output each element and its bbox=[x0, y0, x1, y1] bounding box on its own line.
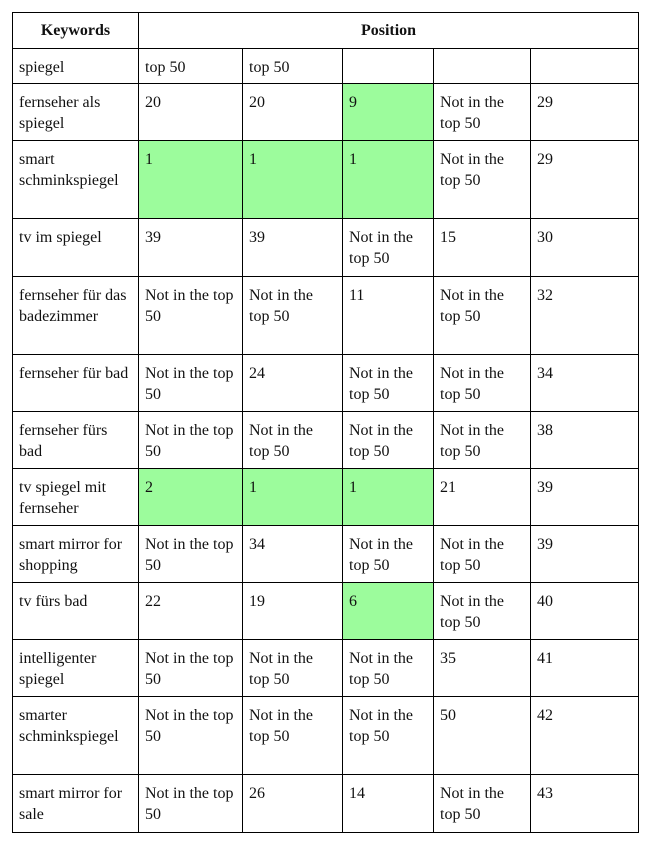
position-cell: 2 bbox=[138, 468, 243, 526]
position-cell: Not in the top 50 bbox=[242, 639, 343, 697]
position-cell: Not in the top 50 bbox=[242, 276, 343, 355]
position-cell: 50 bbox=[433, 696, 531, 775]
table-row: fernseher für das badezimmer Not in the t… bbox=[12, 276, 639, 355]
table-row: smart schminkspiegel 1 1 1 Not in the top 50… bbox=[12, 140, 639, 219]
position-cell: Not in the top 50 bbox=[433, 774, 531, 833]
header-row: Keywords Position bbox=[12, 12, 639, 49]
position-cell: 30 bbox=[530, 218, 639, 277]
position-cell: 11 bbox=[342, 276, 434, 355]
position-cell: 35 bbox=[433, 639, 531, 697]
table-row: tv spiegel mit fernseher 2 1 1 21 39 bbox=[12, 468, 639, 526]
position-cell: Not in the top 50 bbox=[138, 774, 243, 833]
keyword-cell: fernseher für bad bbox=[12, 354, 139, 412]
position-cell: 39 bbox=[530, 468, 639, 526]
position-cell: Not in the top 50 bbox=[342, 411, 434, 469]
position-cell: 43 bbox=[530, 774, 639, 833]
keyword-position-table: Keywords Position spiegel top 50 top 50 fer… bbox=[12, 12, 639, 833]
table-row: fernseher für bad Not in the top 50 24 Not … bbox=[12, 354, 639, 412]
keyword-cell: fernseher als spiegel bbox=[12, 83, 139, 141]
position-cell: Not in the top 50 bbox=[433, 140, 531, 219]
keyword-cell: tv fürs bad bbox=[12, 582, 139, 640]
table-row: tv fürs bad 22 19 6 Not in the top 50 40 bbox=[12, 582, 639, 640]
position-cell: Not in the top 50 bbox=[138, 639, 243, 697]
keyword-cell: tv im spiegel bbox=[12, 218, 139, 277]
position-cell bbox=[433, 48, 531, 84]
position-cell: 29 bbox=[530, 140, 639, 219]
position-cell: 41 bbox=[530, 639, 639, 697]
position-header: Position bbox=[138, 12, 639, 49]
keyword-cell: spiegel bbox=[12, 48, 139, 84]
position-cell: Not in the top 50 bbox=[433, 354, 531, 412]
position-cell: 26 bbox=[242, 774, 343, 833]
keyword-cell: smarter schminkspiegel bbox=[12, 696, 139, 775]
table-row: smarter schminkspiegel Not in the top 50 N… bbox=[12, 696, 639, 775]
table-row: tv im spiegel 39 39 Not in the top 50 15 30 bbox=[12, 218, 639, 277]
position-cell: Not in the top 50 bbox=[342, 354, 434, 412]
position-cell: top 50 bbox=[242, 48, 343, 84]
table-row: smart mirror for sale Not in the top 50 26… bbox=[12, 774, 639, 833]
position-cell: Not in the top 50 bbox=[433, 582, 531, 640]
position-cell: Not in the top 50 bbox=[342, 218, 434, 277]
position-cell: top 50 bbox=[138, 48, 243, 84]
position-cell: Not in the top 50 bbox=[433, 276, 531, 355]
position-cell: 24 bbox=[242, 354, 343, 412]
keyword-cell: smart schminkspiegel bbox=[12, 140, 139, 219]
position-cell: 20 bbox=[242, 83, 343, 141]
position-cell: 32 bbox=[530, 276, 639, 355]
table-row: fernseher fürs bad Not in the top 50 Not i… bbox=[12, 411, 639, 469]
table-row: spiegel top 50 top 50 bbox=[12, 48, 639, 84]
position-cell: Not in the top 50 bbox=[138, 525, 243, 583]
position-cell: 38 bbox=[530, 411, 639, 469]
keyword-cell: smart mirror for sale bbox=[12, 774, 139, 833]
keyword-cell: intelligenter spiegel bbox=[12, 639, 139, 697]
position-cell: 19 bbox=[242, 582, 343, 640]
position-cell: Not in the top 50 bbox=[138, 354, 243, 412]
position-cell: 29 bbox=[530, 83, 639, 141]
position-cell: Not in the top 50 bbox=[433, 411, 531, 469]
position-cell: 14 bbox=[342, 774, 434, 833]
position-cell: Not in the top 50 bbox=[342, 525, 434, 583]
position-cell: Not in the top 50 bbox=[138, 411, 243, 469]
keyword-cell: fernseher fürs bad bbox=[12, 411, 139, 469]
position-cell: 1 bbox=[342, 468, 434, 526]
keywords-header: Keywords bbox=[12, 12, 139, 49]
position-cell: 39 bbox=[530, 525, 639, 583]
table-row: fernseher als spiegel 20 20 9 Not in the top… bbox=[12, 83, 639, 141]
table-row: intelligenter spiegel Not in the top 50 No… bbox=[12, 639, 639, 697]
position-cell: 39 bbox=[242, 218, 343, 277]
position-cell: 1 bbox=[138, 140, 243, 219]
table-row: smart mirror for shopping Not in the top … bbox=[12, 525, 639, 583]
table-body: spiegel top 50 top 50 fernseher als spiegel… bbox=[12, 48, 639, 833]
position-cell: 21 bbox=[433, 468, 531, 526]
position-cell: 42 bbox=[530, 696, 639, 775]
position-cell: Not in the top 50 bbox=[342, 696, 434, 775]
position-cell: 39 bbox=[138, 218, 243, 277]
position-cell: 9 bbox=[342, 83, 434, 141]
position-cell: 15 bbox=[433, 218, 531, 277]
position-cell: 1 bbox=[242, 140, 343, 219]
position-cell: 1 bbox=[242, 468, 343, 526]
keyword-cell: tv spiegel mit fernseher bbox=[12, 468, 139, 526]
position-cell: Not in the top 50 bbox=[342, 639, 434, 697]
position-cell: 34 bbox=[530, 354, 639, 412]
position-cell: 1 bbox=[342, 140, 434, 219]
position-cell: Not in the top 50 bbox=[433, 83, 531, 141]
position-cell: Not in the top 50 bbox=[242, 696, 343, 775]
keyword-cell: smart mirror for shopping bbox=[12, 525, 139, 583]
position-cell bbox=[342, 48, 434, 84]
position-cell: 22 bbox=[138, 582, 243, 640]
position-cell: Not in the top 50 bbox=[242, 411, 343, 469]
keyword-cell: fernseher für das badezimmer bbox=[12, 276, 139, 355]
position-cell: 6 bbox=[342, 582, 434, 640]
position-cell bbox=[530, 48, 639, 84]
position-cell: 20 bbox=[138, 83, 243, 141]
position-cell: 34 bbox=[242, 525, 343, 583]
position-cell: Not in the top 50 bbox=[433, 525, 531, 583]
position-cell: 40 bbox=[530, 582, 639, 640]
position-cell: Not in the top 50 bbox=[138, 276, 243, 355]
position-cell: Not in the top 50 bbox=[138, 696, 243, 775]
